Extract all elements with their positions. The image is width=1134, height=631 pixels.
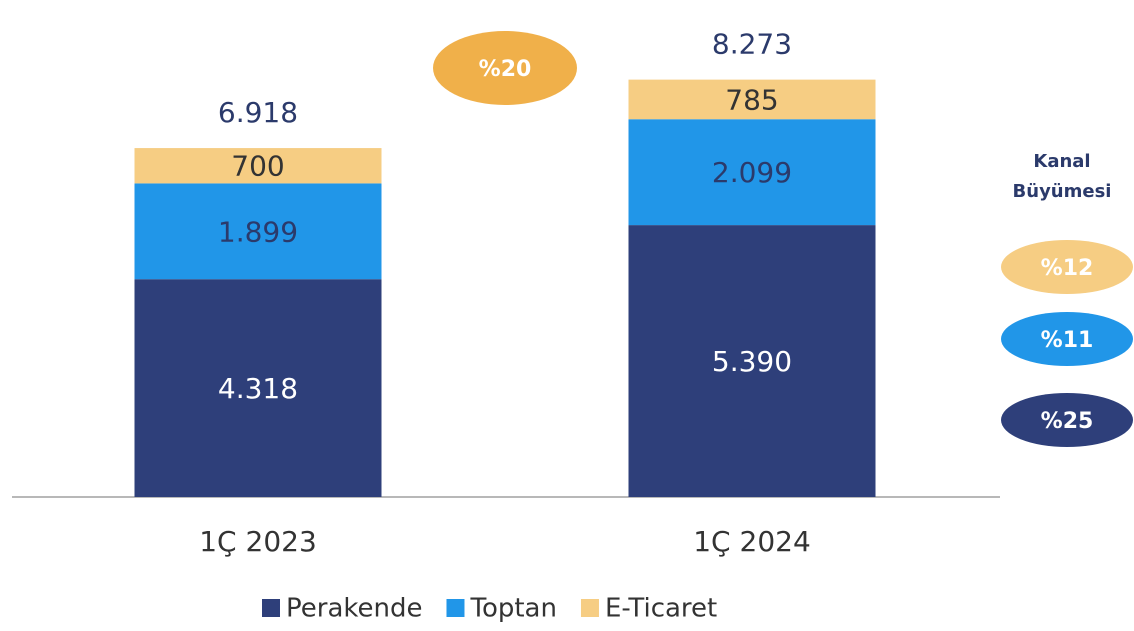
channel-growth-bubble <box>1001 312 1133 366</box>
legend-label: Toptan <box>469 594 556 624</box>
bar-segment <box>134 183 382 280</box>
value-label: 4.318 <box>218 372 298 405</box>
channel-growth-title: Büyümesi <box>1013 181 1112 202</box>
channel-growth-label: %25 <box>1041 409 1094 434</box>
bar-segment <box>628 79 876 120</box>
x-tick-label: 1Ç 2024 <box>693 525 811 558</box>
channel-growth-title: Kanal <box>1033 151 1090 172</box>
legend-swatch <box>580 599 599 617</box>
bar-segment <box>134 279 382 497</box>
value-label: 1.899 <box>218 215 298 248</box>
x-tick-label: 1Ç 2023 <box>199 525 317 558</box>
channel-growth-bubble <box>1001 240 1133 294</box>
bar-segment <box>628 119 876 226</box>
legend-swatch <box>262 599 280 617</box>
value-label: 785 <box>725 83 778 116</box>
legend-swatch <box>446 599 465 617</box>
channel-growth-bubble <box>1001 393 1133 447</box>
value-label: 700 <box>231 150 284 183</box>
bar-segment <box>134 148 382 184</box>
channel-growth-label: %11 <box>1041 328 1094 353</box>
legend-label: E-Ticaret <box>605 594 717 624</box>
growth-label: %20 <box>479 57 532 82</box>
bar-segment <box>628 225 876 498</box>
channel-growth-label: %12 <box>1041 256 1094 281</box>
value-label: 5.390 <box>712 345 792 378</box>
total-label: 8.273 <box>712 28 792 61</box>
growth-bubble <box>433 31 577 105</box>
total-label: 6.918 <box>218 96 298 129</box>
legend-label: Perakende <box>286 594 422 624</box>
value-label: 2.099 <box>712 156 792 189</box>
